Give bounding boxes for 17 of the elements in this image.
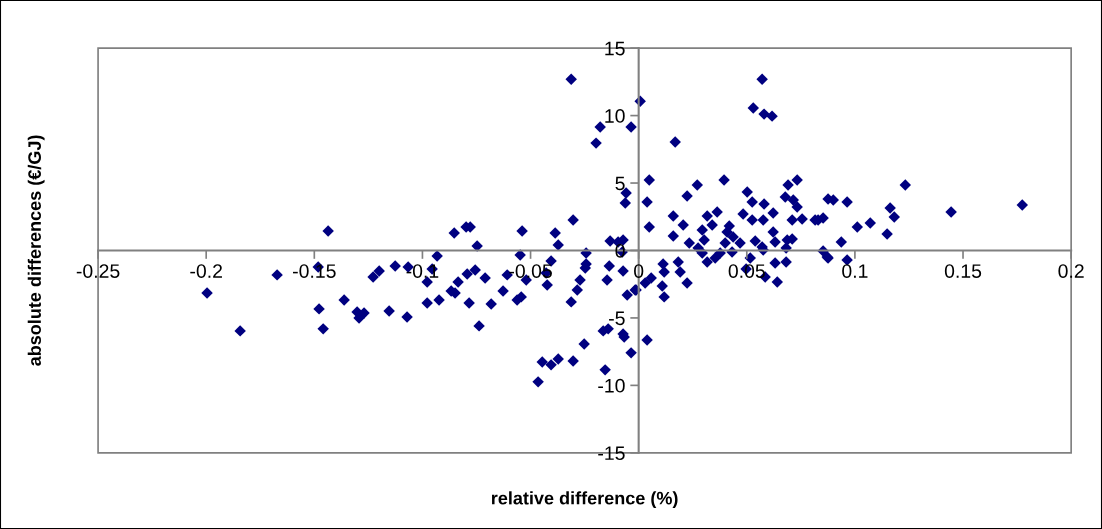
y-tick-label: -15 — [598, 446, 625, 461]
y-tick-label: 5 — [615, 176, 625, 191]
y-tick-label: 10 — [605, 109, 625, 123]
y-axis-title: absolute differences (€/GJ) — [27, 135, 45, 366]
y-tick-label: -5 — [609, 311, 625, 326]
x-tick-label: -0.25 — [76, 264, 120, 278]
y-tick-label: 0 — [615, 243, 625, 258]
x-tick-label: 0.15 — [944, 264, 982, 278]
x-axis-title: relative difference (%) — [491, 491, 678, 509]
y-tick-label: -10 — [598, 378, 625, 393]
x-tick-label: 0.1 — [842, 264, 868, 278]
x-tick-label: -0.15 — [293, 264, 336, 278]
x-tick-label: 0.2 — [1058, 264, 1084, 278]
y-tick-label: 15 — [605, 41, 625, 56]
x-tick-label: 0 — [634, 264, 644, 278]
x-tick-label: -0.2 — [190, 264, 222, 278]
x-tick-label: -0.1 — [406, 264, 439, 278]
